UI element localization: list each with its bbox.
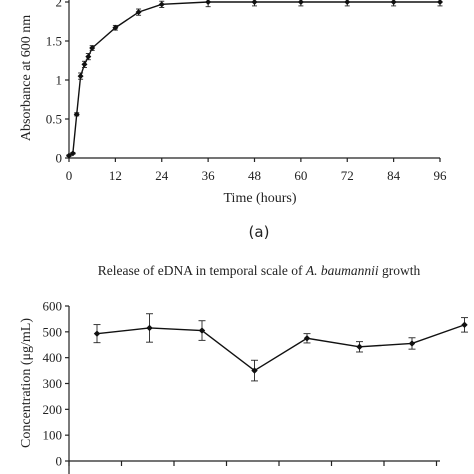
data-point-a (344, 0, 351, 5)
data-point-b (251, 367, 258, 374)
y-tick-label-a: 1 (56, 73, 63, 88)
y-tick-label-b: 400 (43, 350, 63, 365)
title-prefix: Release of eDNA in temporal scale of (98, 263, 306, 278)
x-tick-label-a: 48 (248, 168, 261, 183)
absorbance-chart: 0 0.5 1 1.5 2 0 12 24 36 48 60 72 84 96 Time (hours)… (19, 0, 447, 241)
data-point-b (461, 321, 468, 329)
data-point-b (408, 340, 416, 347)
data-point-a (158, 1, 165, 8)
data-point-a (85, 53, 92, 60)
title-suffix: growth (379, 263, 421, 278)
data-point-a (77, 73, 84, 80)
edna-chart: Release of eDNA in temporal scale of A. … (19, 263, 468, 474)
series-line-a (68, 1, 440, 157)
y-tick-label-a: 0 (56, 151, 63, 166)
y-tick-label-a: 0.5 (46, 112, 62, 127)
x-tick-label-a: 96 (434, 168, 448, 183)
panel-label-a: (a) (249, 223, 270, 241)
y-tick-label-b: 0 (56, 454, 63, 469)
y-axis-label-b: Concentration (μg/mL) (19, 318, 34, 448)
data-point-a (73, 111, 80, 118)
data-point-a (69, 150, 76, 157)
data-point-b (356, 343, 363, 351)
data-point-a (297, 0, 304, 5)
chart-title-b: Release of eDNA in temporal scale of A. … (98, 263, 421, 278)
y-tick-label-a: 1.5 (46, 34, 62, 49)
data-point-a (390, 0, 397, 5)
data-point-a (81, 61, 88, 68)
data-point-a (135, 9, 142, 16)
x-axis-label-a: Time (hours) (224, 191, 297, 206)
x-tick-label-a: 0 (66, 168, 73, 183)
data-point-a (251, 0, 258, 5)
data-point-a (112, 24, 119, 31)
y-tick-label-b: 600 (43, 299, 63, 314)
data-point-a (437, 0, 443, 5)
data-point-b (93, 330, 101, 337)
data-point-a (205, 0, 212, 5)
x-tick-label-a: 24 (155, 168, 169, 183)
y-tick-label-b: 300 (43, 376, 63, 391)
y-tick-label-a: 2 (56, 0, 63, 10)
x-tick-label-a: 60 (294, 168, 307, 183)
x-tick-label-a: 72 (341, 168, 354, 183)
data-point-b (303, 335, 311, 342)
data-point-a (89, 45, 96, 52)
series-line-b (96, 324, 465, 372)
x-tick-label-a: 84 (387, 168, 401, 183)
y-axis-label-a: Absorbance at 600 nm (19, 15, 34, 141)
y-tick-label-b: 200 (43, 402, 63, 417)
data-point-b (198, 327, 206, 334)
y-tick-label-b: 100 (43, 428, 63, 443)
x-tick-label-a: 12 (109, 168, 122, 183)
y-tick-label-b: 500 (43, 324, 63, 339)
title-organism: A. baumannii (305, 263, 379, 278)
x-tick-label-a: 36 (202, 168, 216, 183)
data-point-b (146, 324, 153, 332)
